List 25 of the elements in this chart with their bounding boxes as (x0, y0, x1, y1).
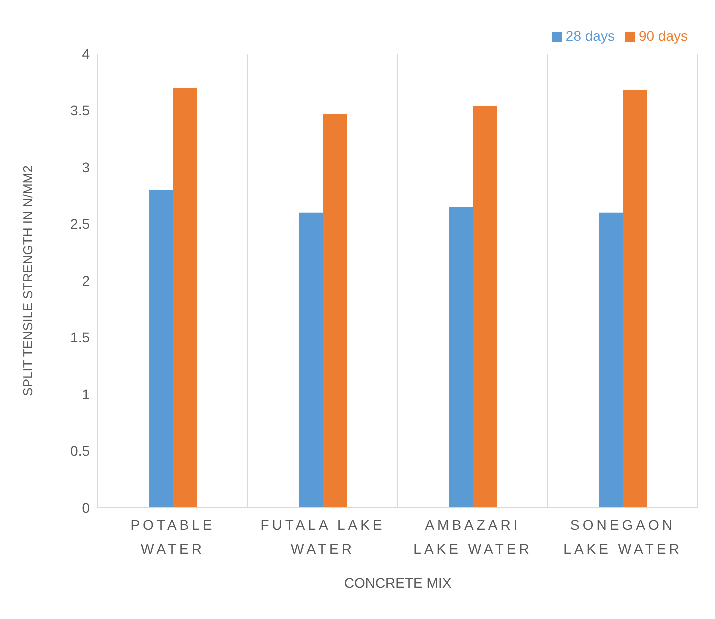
y-tick-label: 3.5 (70, 102, 90, 119)
y-tick-label: 2.5 (70, 216, 90, 232)
x-tick-label: AMBAZARI LAKE WATER (414, 517, 532, 557)
bar (449, 207, 473, 508)
y-tick-label: 0 (82, 500, 90, 516)
x-axis-title: CONCRETE MIX (344, 575, 452, 591)
y-axis-title: SPLIT TENSILE STRENGTH IN N/MM2 (20, 166, 36, 396)
y-tick-label: 1.5 (70, 330, 90, 346)
bar (173, 88, 197, 508)
y-tick-label: 0.5 (70, 443, 90, 460)
x-tick-label: SONEGAON LAKE WATER (564, 517, 682, 557)
bar (149, 190, 173, 508)
y-tick-label: 1 (82, 386, 90, 402)
x-tick-label: POTABLE WATER (130, 517, 216, 557)
y-tick-label: 3 (82, 159, 90, 176)
legend-label: 28 days (566, 28, 615, 44)
y-tick-label: 2 (82, 272, 90, 289)
legend-label: 90 days (638, 28, 688, 44)
bar (599, 212, 623, 508)
bar (473, 106, 497, 508)
y-tick-label: 4 (82, 46, 90, 62)
bar (299, 212, 323, 508)
x-tick-label: FUTALA LAKE WATER (260, 517, 386, 557)
bar (323, 114, 347, 508)
bar (623, 90, 647, 508)
